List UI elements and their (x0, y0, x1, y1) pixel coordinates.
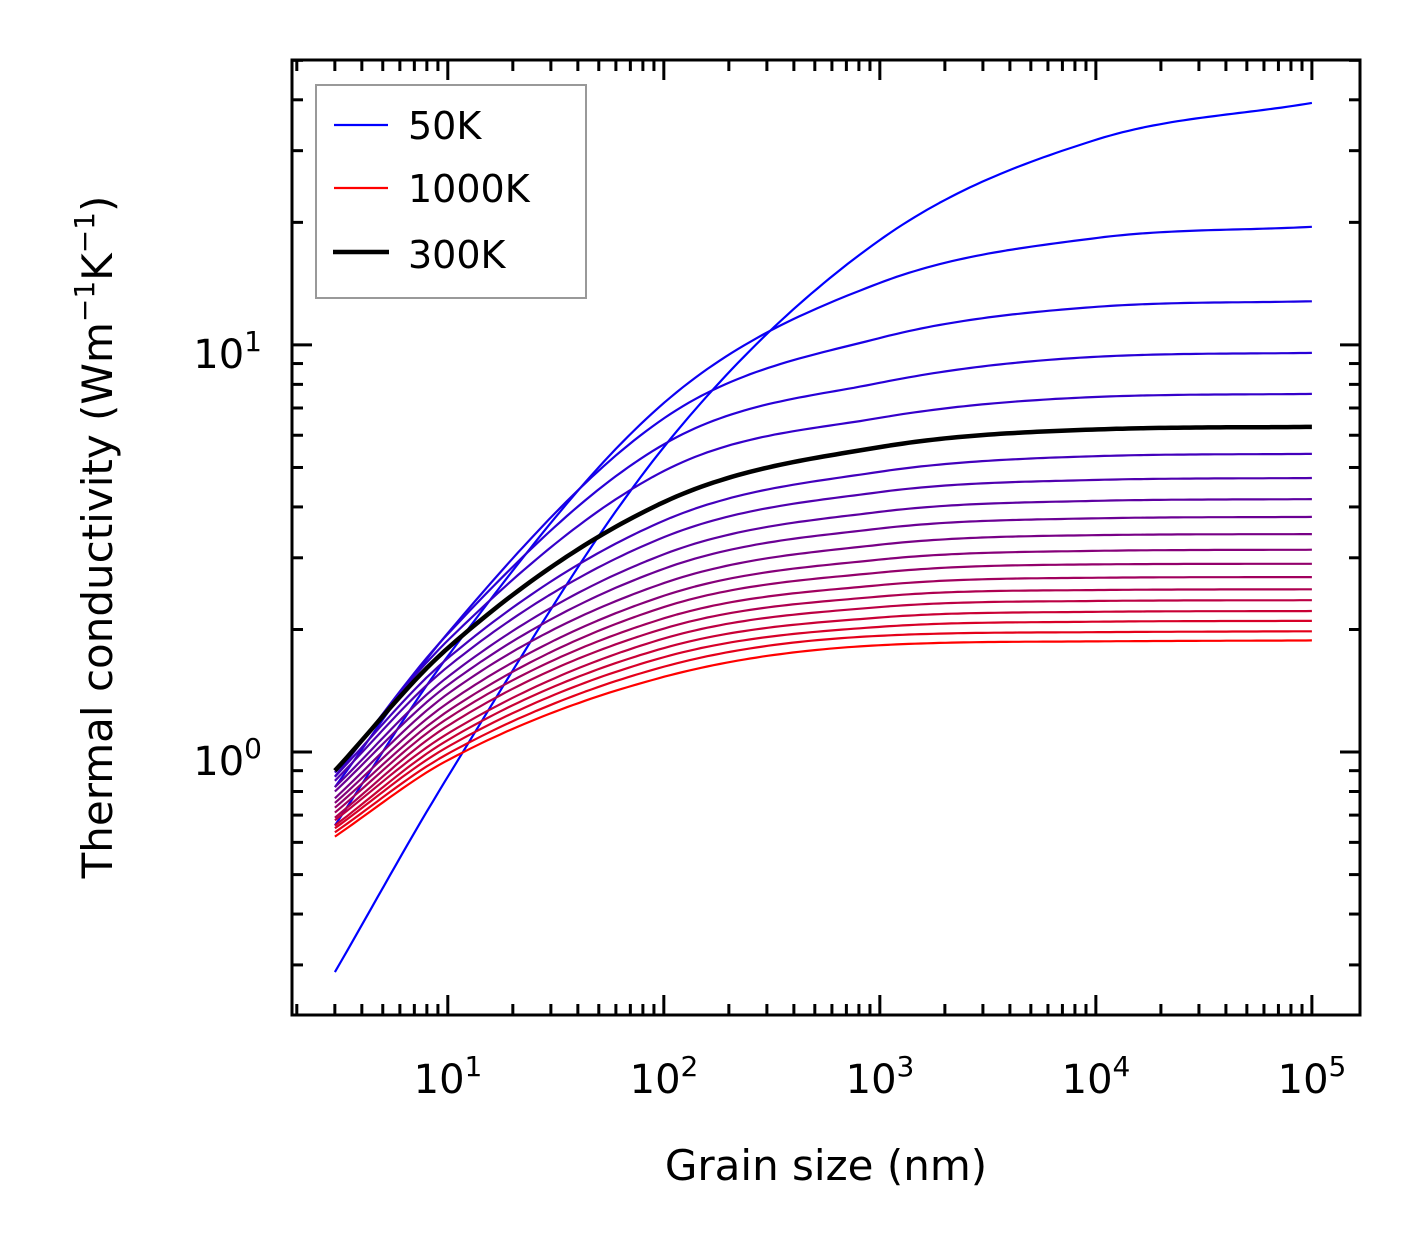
x-tick-label: 104 (1062, 1050, 1131, 1103)
x-axis-label: Grain size (nm) (665, 1141, 987, 1190)
series-line-600k (334, 548, 1312, 804)
series-line-650k (334, 562, 1312, 809)
series-line-500k (334, 515, 1312, 793)
series-line-550k (334, 533, 1312, 800)
series-line-50k (333, 101, 1313, 973)
curves (333, 101, 1313, 973)
y-tick-labels: 100 101 (193, 325, 262, 785)
series-line-100k (333, 225, 1312, 827)
series-line-700k (334, 576, 1312, 814)
series-line-900k (334, 619, 1312, 830)
legend-label-300k: 300K (408, 233, 507, 277)
legend-label-1000k: 1000K (408, 167, 531, 211)
y-tick-label: 100 (193, 732, 262, 785)
x-tick-label: 101 (414, 1050, 483, 1103)
series-line-450k (334, 498, 1312, 788)
x-tick-labels: 101 102 103 104 105 (414, 1050, 1347, 1103)
y-tick-label: 101 (193, 325, 262, 378)
legend-label-50k: 50K (408, 104, 482, 148)
series-line-250k (334, 392, 1312, 774)
series-line-300k (333, 424, 1312, 773)
series-line-200k (334, 351, 1312, 778)
series-line-350k (334, 452, 1312, 778)
plot-frame (290, 58, 1362, 1017)
axis-ticks (292, 58, 1360, 1015)
series-line-1000k (334, 639, 1312, 838)
legend-box (315, 84, 587, 299)
y-axis-label: Thermal conductivity (Wm−1K−1) (68, 196, 122, 880)
series-line-800k (334, 599, 1312, 822)
x-tick-label: 102 (630, 1050, 699, 1103)
series-line-150k (334, 300, 1312, 788)
series-line-400k (334, 476, 1312, 782)
legend: 50K 1000K 300K (315, 84, 587, 299)
x-tick-label: 103 (846, 1050, 915, 1103)
x-tick-label: 105 (1278, 1050, 1347, 1103)
series-line-950k (334, 630, 1312, 834)
series-line-750k (334, 588, 1312, 819)
series-line-850k (334, 609, 1312, 827)
